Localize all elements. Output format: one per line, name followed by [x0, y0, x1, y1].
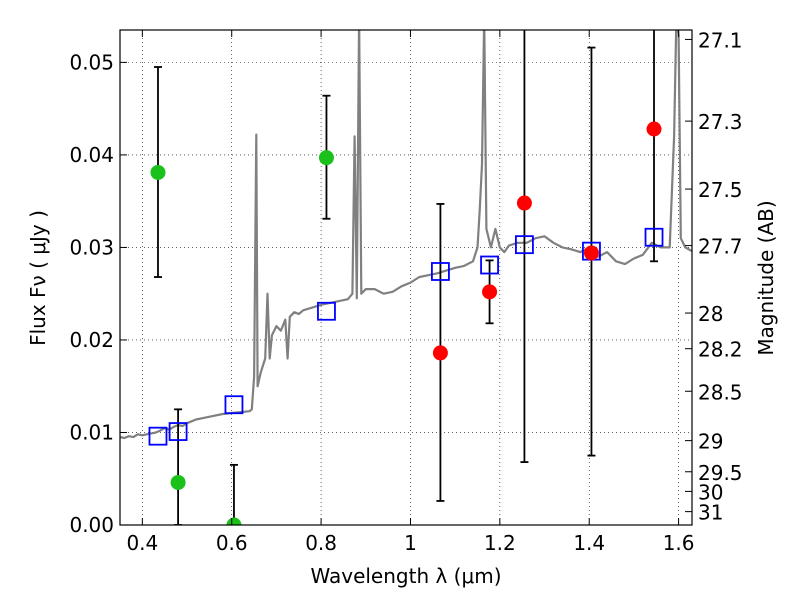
- error-bar-layer: [153, 30, 659, 525]
- model-square-marker: [480, 255, 499, 275]
- green-data-point: [318, 150, 334, 166]
- y2-tick-label: 29.5: [698, 461, 743, 485]
- y-tick-label: 0.00: [69, 513, 114, 537]
- model-square-layer: [148, 227, 664, 446]
- y2-tick-label: 27.1: [698, 28, 743, 52]
- green-data-point: [170, 474, 186, 490]
- model-square-marker: [224, 395, 244, 415]
- x-tick-label: 0.8: [305, 531, 337, 555]
- y-tick-label: 0.05: [69, 50, 114, 74]
- red-data-point: [482, 284, 498, 300]
- model-square-marker: [168, 422, 188, 441]
- x-tick-label: 1: [404, 531, 417, 555]
- green-data-point: [150, 164, 166, 180]
- y2-tick-label: 27.5: [698, 178, 743, 202]
- model-spectrum-line: [120, 30, 692, 440]
- x-tick-label: 0.6: [216, 531, 248, 555]
- y-axis-label: Flux Fν ( μJy ): [26, 210, 50, 346]
- model-spectrum-layer: [120, 30, 692, 440]
- green-data-point: [226, 517, 242, 525]
- data-point-layer: [150, 121, 662, 525]
- y2-tick-label: 29: [698, 430, 723, 454]
- red-data-point: [432, 345, 448, 361]
- model-square-marker: [317, 301, 336, 321]
- plot-frame: [119, 29, 693, 526]
- y2-tick-label: 31: [698, 501, 723, 525]
- y2-tick-label: 28: [698, 302, 723, 326]
- red-data-point: [646, 121, 662, 137]
- red-data-point: [516, 195, 532, 211]
- x-tick-label: 0.4: [126, 531, 158, 555]
- y2-tick-label: 28.2: [698, 338, 743, 362]
- x-axis-label: Wavelength λ (μm): [310, 564, 501, 588]
- x-tick-label: 1.2: [484, 531, 516, 555]
- y2-tick-label: 27.3: [698, 110, 743, 134]
- model-square-marker: [431, 262, 450, 281]
- y-tick-label: 0.04: [69, 143, 114, 167]
- y-tick-label: 0.03: [69, 235, 114, 259]
- x-tick-layer: 0.4 0.6 0.8 1 1.2 1.4 1.6: [126, 30, 695, 555]
- y2-tick-label: 30: [698, 480, 723, 504]
- red-data-point: [583, 245, 599, 261]
- x-tick-label: 1.6: [663, 531, 695, 555]
- x-tick-label: 1.4: [573, 531, 605, 555]
- y-tick-label: 0.01: [69, 420, 114, 444]
- model-square-marker: [148, 426, 168, 446]
- model-square-marker: [515, 235, 534, 255]
- y-tick-layer: 0.00 0.01 0.02 0.03 0.04 0.05: [69, 50, 127, 537]
- y2-axis-label: Magnitude (AB): [754, 200, 778, 355]
- y-tick-label: 0.02: [69, 328, 114, 352]
- grid-layer: [120, 30, 692, 526]
- y2-tick-label: 28.5: [698, 380, 743, 404]
- y2-tick-label: 27.7: [698, 235, 743, 259]
- model-square-marker: [644, 227, 664, 247]
